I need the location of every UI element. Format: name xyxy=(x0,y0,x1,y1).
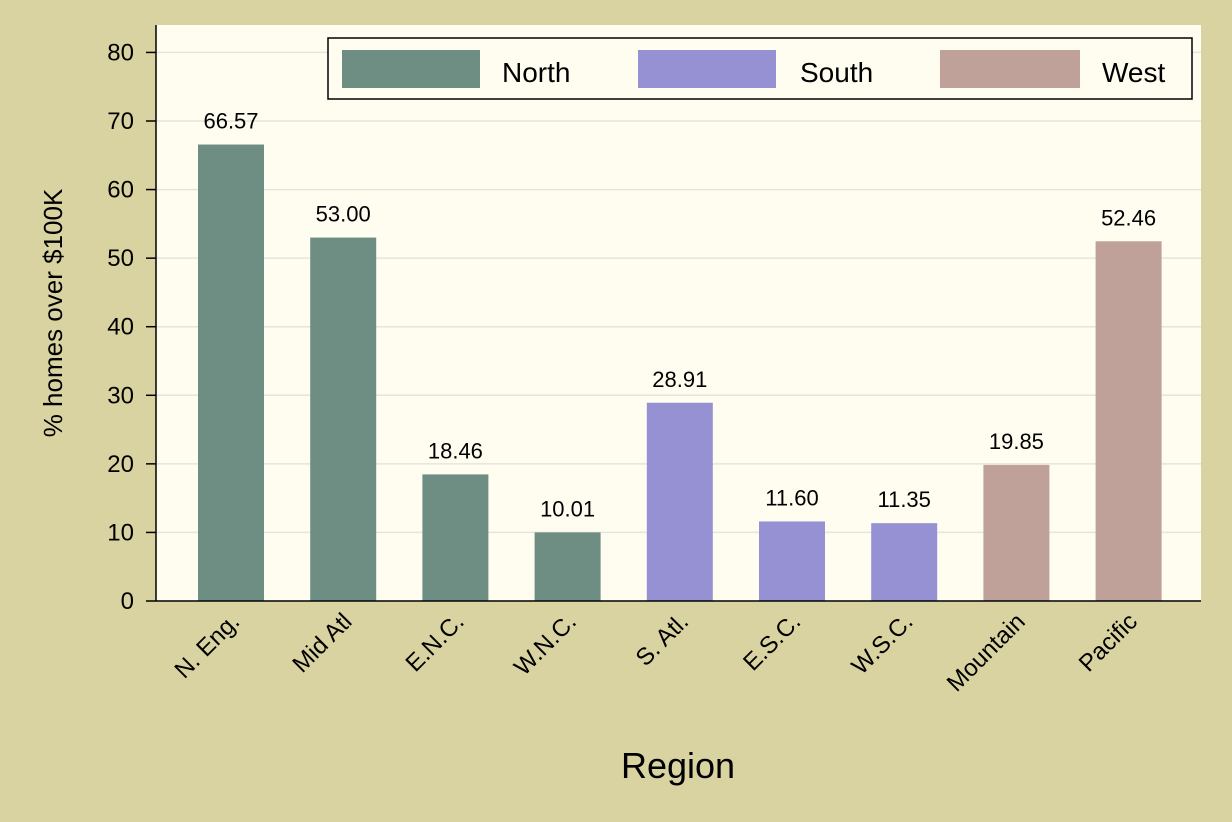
data-label: 53.00 xyxy=(316,202,371,227)
data-label: 18.46 xyxy=(428,438,483,463)
bars: 66.57 53.00 18.46 10.01 28.91 11.60 11.35 19.85… xyxy=(198,109,1162,602)
data-label: 10.01 xyxy=(540,496,595,521)
legend-label-south: South xyxy=(800,57,873,88)
data-label: 19.85 xyxy=(989,429,1044,454)
legend-swatch-south xyxy=(638,50,776,88)
data-label: 28.91 xyxy=(652,367,707,392)
y-tick-label: 30 xyxy=(107,382,134,409)
y-tick-label: 60 xyxy=(107,177,134,204)
y-tick-label: 80 xyxy=(107,39,134,66)
y-tick-label: 10 xyxy=(107,519,134,546)
bar xyxy=(310,237,377,602)
y-tick-label: 40 xyxy=(107,314,134,341)
legend: North South West xyxy=(327,37,1193,100)
bar xyxy=(871,523,938,601)
legend-label-west: West xyxy=(1102,57,1165,88)
y-axis-title: % homes over $100K xyxy=(38,188,68,437)
data-label: 66.57 xyxy=(203,109,258,134)
data-label: 11.60 xyxy=(765,485,818,510)
data-label: 11.35 xyxy=(877,487,930,512)
y-tick-label: 50 xyxy=(107,245,134,272)
data-label: 52.46 xyxy=(1101,205,1156,230)
legend-label-north: North xyxy=(502,57,570,88)
bar xyxy=(646,402,713,601)
legend-swatch-north xyxy=(342,50,480,88)
bar xyxy=(198,144,264,601)
bar xyxy=(759,521,825,601)
y-tick-label: 70 xyxy=(107,108,134,135)
bar xyxy=(534,532,601,601)
bar xyxy=(1095,241,1162,601)
bar xyxy=(422,474,489,601)
y-tick-label: 0 xyxy=(121,588,134,615)
x-axis-title: Region xyxy=(621,745,735,786)
y-axis: 0 10 20 30 40 50 60 70 80 xyxy=(107,25,1201,615)
y-tick-label: 20 xyxy=(107,451,134,478)
legend-swatch-west xyxy=(940,50,1080,88)
bar xyxy=(983,464,1050,601)
